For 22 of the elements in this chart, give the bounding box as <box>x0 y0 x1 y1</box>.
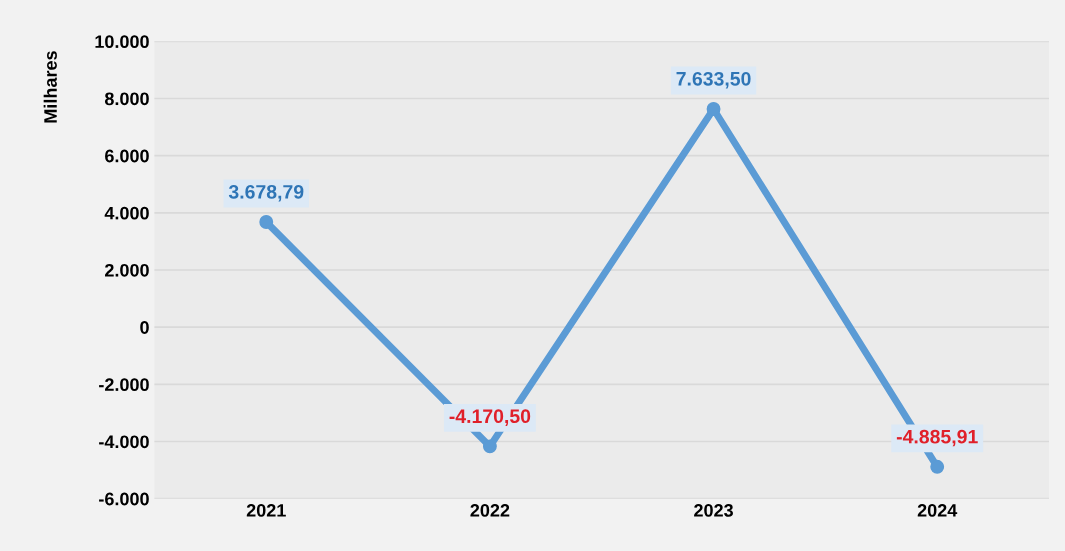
point <box>259 215 274 229</box>
data-label: -4.885,91 <box>896 429 978 447</box>
y-tick-label: -4.000 <box>99 435 149 449</box>
x-tick-label: 2023 <box>694 503 733 517</box>
data-label: 3.678,79 <box>228 184 304 202</box>
data-label: -4.170,50 <box>449 409 531 426</box>
y-tick-label: 8.000 <box>104 92 149 106</box>
point <box>482 439 497 454</box>
y-tick-label: -2.000 <box>99 378 149 392</box>
x-tick-label: 2021 <box>246 503 286 517</box>
y-tick-label: 10.000 <box>95 35 149 49</box>
y-tick-label: 2.000 <box>105 263 149 277</box>
data-label: 7.633,50 <box>676 71 751 89</box>
y-tick-label: 6.000 <box>105 149 149 163</box>
x-tick-label: 2024 <box>917 503 958 517</box>
y-axis-title: Milhares <box>43 51 57 123</box>
x-tick-label: 2022 <box>470 503 510 517</box>
point <box>930 459 945 474</box>
y-tick-label: -6.000 <box>99 492 149 506</box>
y-tick-label: 0 <box>140 321 149 334</box>
y-tick-label: 4.000 <box>104 206 149 220</box>
point <box>706 102 721 116</box>
